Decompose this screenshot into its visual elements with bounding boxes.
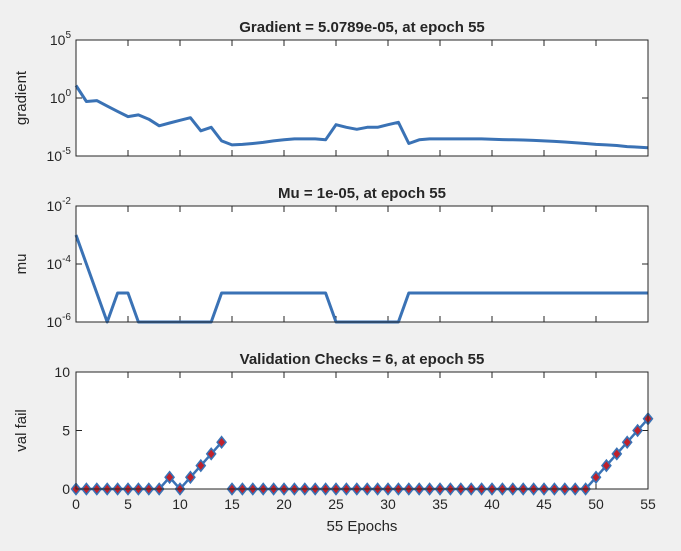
data-point — [164, 470, 176, 485]
x-tick-label: 50 — [588, 496, 604, 512]
y-axis-label: mu — [13, 254, 30, 275]
x-tick-label: 55 — [640, 496, 656, 512]
data-point — [611, 447, 623, 461]
y-axis-label: val fail — [13, 409, 30, 452]
chart-panel-1: Gradient = 5.0789e-05, at epoch 55 gradie… — [13, 19, 649, 164]
x-tick-label: 45 — [536, 496, 552, 512]
y-tick-label: 10-6 — [47, 312, 72, 330]
y-tick-label: 100 — [50, 88, 72, 106]
y-tick-label: 105 — [50, 30, 72, 48]
chart-panel-2: Mu = 1e-05, at epoch 55 mu 10-6 10-4 10-2 — [13, 185, 649, 330]
data-point — [590, 470, 602, 485]
chart-panel-3: Validation Checks = 6, at epoch 55 val fa… — [13, 351, 656, 535]
chart-title: Gradient = 5.0789e-05, at epoch 55 — [239, 19, 485, 36]
chart-title: Mu = 1e-05, at epoch 55 — [278, 185, 446, 202]
y-tick-label: 10-2 — [47, 196, 72, 214]
x-tick-label: 5 — [124, 496, 132, 512]
data-point — [205, 447, 217, 461]
x-tick-label: 30 — [380, 496, 396, 512]
y-tick-label: 10-4 — [47, 254, 72, 272]
plot-area — [76, 372, 648, 489]
x-tick-label: 40 — [484, 496, 500, 512]
x-tick-label: 35 — [432, 496, 448, 512]
series-line — [74, 84, 649, 150]
x-tick-label: 15 — [224, 496, 240, 512]
x-tick-label: 0 — [72, 496, 80, 512]
chart-title: Validation Checks = 6, at epoch 55 — [240, 351, 485, 368]
y-axis-label: gradient — [13, 70, 30, 125]
data-point — [600, 458, 612, 473]
data-point — [621, 435, 633, 449]
axes-box — [75, 39, 649, 157]
x-axis-label: 55 Epochs — [327, 518, 398, 535]
data-point — [184, 470, 196, 485]
plot-area — [76, 40, 648, 156]
y-tick-label: 10 — [54, 364, 70, 380]
x-tick-label: 25 — [328, 496, 344, 512]
y-tick-label: 5 — [62, 423, 70, 439]
y-tick-label: 10-5 — [47, 146, 72, 164]
data-point — [195, 458, 207, 473]
data-point — [632, 423, 644, 438]
plot-area — [76, 206, 648, 322]
x-tick-label: 10 — [172, 496, 188, 512]
axes-box — [75, 205, 649, 323]
axes-box — [75, 371, 649, 490]
x-tick-label: 20 — [276, 496, 292, 512]
data-point — [216, 435, 228, 449]
y-tick-label: 0 — [62, 481, 70, 497]
